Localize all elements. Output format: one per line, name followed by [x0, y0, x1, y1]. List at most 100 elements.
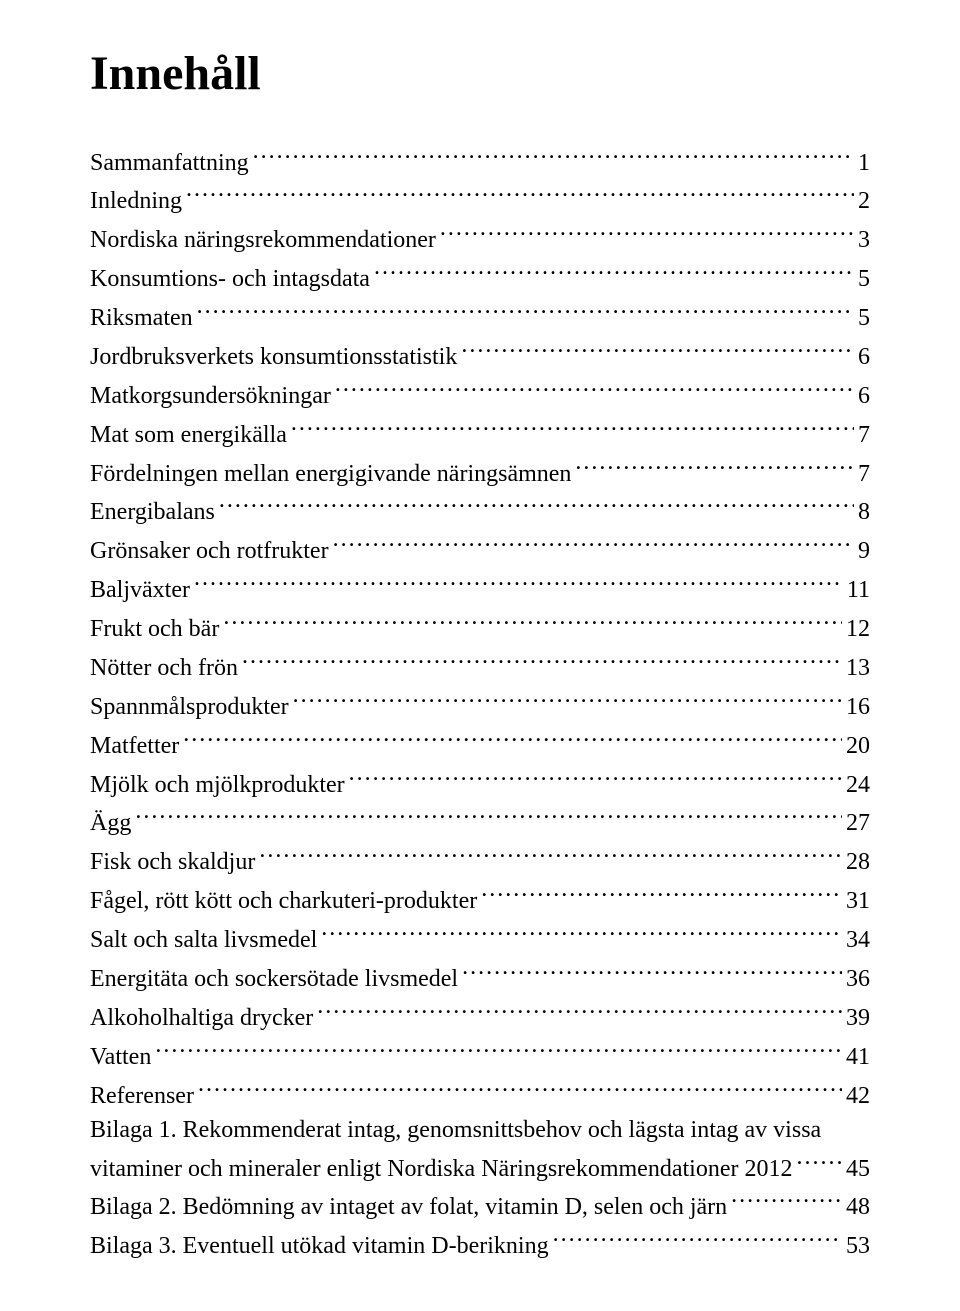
toc-leader-dots [183, 724, 842, 753]
table-of-contents: Sammanfattning1Inledning2Nordiska näring… [90, 141, 870, 1113]
toc-entry: Nordiska näringsrekommendationer3 [90, 219, 870, 258]
toc-entry-bilaga3: Bilaga 3. Eventuell utökad vitamin D-ber… [90, 1225, 870, 1264]
toc-leader-dots [135, 802, 842, 831]
toc-entry-bilaga2: Bilaga 2. Bedömning av intaget av folat,… [90, 1186, 870, 1225]
toc-leader-dots [259, 841, 842, 870]
toc-leader-dots [796, 1147, 842, 1176]
toc-entry-page: 7 [858, 418, 870, 452]
toc-entry: Ägg 27 [90, 802, 870, 841]
toc-entry: Baljväxter 11 [90, 568, 870, 607]
toc-leader-dots [253, 141, 854, 170]
toc-leader-dots [462, 957, 842, 986]
toc-entry-bilaga1-line2: vitaminer och mineraler enligt Nordiska … [90, 1147, 870, 1186]
toc-entry: Inledning 2 [90, 180, 870, 219]
toc-entry: Alkoholhaltiga drycker 39 [90, 996, 870, 1035]
toc-entry: Energibalans8 [90, 491, 870, 530]
toc-entry: Riksmaten 5 [90, 296, 870, 335]
toc-leader-dots [321, 918, 842, 947]
toc-entry: Matfetter 20 [90, 724, 870, 763]
toc-entry-page: 36 [846, 962, 870, 996]
toc-entry-page: 34 [846, 923, 870, 957]
toc-entry-label: Nordiska näringsrekommendationer [90, 223, 436, 257]
toc-entry-label: Fisk och skaldjur [90, 845, 255, 879]
toc-entry-page: 42 [846, 1079, 870, 1113]
toc-entry-label: Vatten [90, 1040, 151, 1074]
toc-leader-dots [242, 646, 842, 675]
toc-entry-page: 1 [858, 146, 870, 180]
toc-leader-dots [194, 568, 843, 597]
toc-entry-page: 8 [858, 495, 870, 529]
toc-entry-page: 53 [846, 1229, 870, 1263]
toc-entry-label: Matfetter [90, 729, 179, 763]
toc-entry-label: Alkoholhaltiga drycker [90, 1001, 313, 1035]
toc-entry-page: 24 [846, 768, 870, 802]
toc-leader-dots [731, 1186, 842, 1215]
toc-entry-bilaga1-line1: Bilaga 1. Rekommenderat intag, genomsnit… [90, 1113, 870, 1147]
toc-entry: Mat som energikälla 7 [90, 413, 870, 452]
toc-leader-dots [440, 219, 854, 248]
toc-leader-dots [481, 879, 842, 908]
toc-leader-dots [461, 335, 854, 364]
toc-entry: Frukt och bär 12 [90, 607, 870, 646]
toc-leader-dots [349, 763, 842, 792]
toc-entry-label: Riksmaten [90, 301, 193, 335]
toc-leader-dots [374, 257, 854, 286]
toc-entry: Jordbruksverkets konsumtionsstatistik 6 [90, 335, 870, 374]
toc-leader-dots [553, 1225, 842, 1254]
toc-entry: Spannmålsprodukter16 [90, 685, 870, 724]
toc-entry-page: 7 [858, 457, 870, 491]
toc-entry-label: Bilaga 3. Eventuell utökad vitamin D-ber… [90, 1229, 549, 1263]
toc-entry: Fågel, rött kött och charkuteri-produkte… [90, 879, 870, 918]
toc-entry: Energitäta och sockersötade livsmedel36 [90, 957, 870, 996]
toc-entry-label: Inledning [90, 184, 182, 218]
toc-entry-label: Ägg [90, 806, 131, 840]
toc-entry-page: 48 [846, 1190, 870, 1224]
toc-entry-page: 11 [847, 573, 870, 607]
toc-leader-dots [223, 607, 842, 636]
toc-entry-page: 39 [846, 1001, 870, 1035]
toc-entry-label: vitaminer och mineraler enligt Nordiska … [90, 1152, 792, 1186]
toc-leader-dots [219, 491, 854, 520]
toc-entry-label: Fågel, rött kött och charkuteri-produkte… [90, 884, 477, 918]
toc-leader-dots [575, 452, 854, 481]
toc-entry: Matkorgsundersökningar6 [90, 374, 870, 413]
toc-entry-page: 12 [846, 612, 870, 646]
toc-entry-page: 6 [858, 340, 870, 374]
toc-entry-page: 27 [846, 806, 870, 840]
toc-entry-label: Jordbruksverkets konsumtionsstatistik [90, 340, 457, 374]
toc-entry-page: 6 [858, 379, 870, 413]
toc-leader-dots [291, 413, 854, 442]
toc-entry-page: 41 [846, 1040, 870, 1074]
toc-leader-dots [155, 1035, 842, 1064]
toc-entry-page: 16 [846, 690, 870, 724]
toc-leader-dots [197, 296, 854, 325]
toc-entry-page: 28 [846, 845, 870, 879]
toc-entry: Grönsaker och rotfrukter9 [90, 530, 870, 569]
toc-entry: Fördelningen mellan energigivande näring… [90, 452, 870, 491]
toc-entry-page: 13 [846, 651, 870, 685]
toc-entry-label: Mat som energikälla [90, 418, 287, 452]
toc-entry-page: 31 [846, 884, 870, 918]
toc-entry-page: 20 [846, 729, 870, 763]
page-title: Innehåll [90, 48, 870, 101]
toc-entry-label: Konsumtions- och intagsdata [90, 262, 370, 296]
toc-leader-dots [198, 1074, 842, 1103]
toc-entry: Vatten 41 [90, 1035, 870, 1074]
toc-entry: Sammanfattning1 [90, 141, 870, 180]
toc-leader-dots [333, 530, 854, 559]
toc-entry-label: Grönsaker och rotfrukter [90, 534, 329, 568]
toc-entry-label: Bilaga 1. Rekommenderat intag, genomsnit… [90, 1117, 821, 1143]
toc-entry: Fisk och skaldjur 28 [90, 841, 870, 880]
toc-entry-page: 2 [858, 184, 870, 218]
toc-entry-page: 5 [858, 262, 870, 296]
toc-entry-label: Baljväxter [90, 573, 190, 607]
toc-entry-label: Mjölk och mjölkprodukter [90, 768, 345, 802]
toc-entry-page: 5 [858, 301, 870, 335]
toc-entry: Konsumtions- och intagsdata 5 [90, 257, 870, 296]
toc-entry-label: Frukt och bär [90, 612, 219, 646]
toc-entry-label: Salt och salta livsmedel [90, 923, 317, 957]
toc-entry: Mjölk och mjölkprodukter 24 [90, 763, 870, 802]
toc-leader-dots [335, 374, 854, 403]
toc-entry: Nötter och frön13 [90, 646, 870, 685]
toc-entry-label: Fördelningen mellan energigivande näring… [90, 457, 571, 491]
